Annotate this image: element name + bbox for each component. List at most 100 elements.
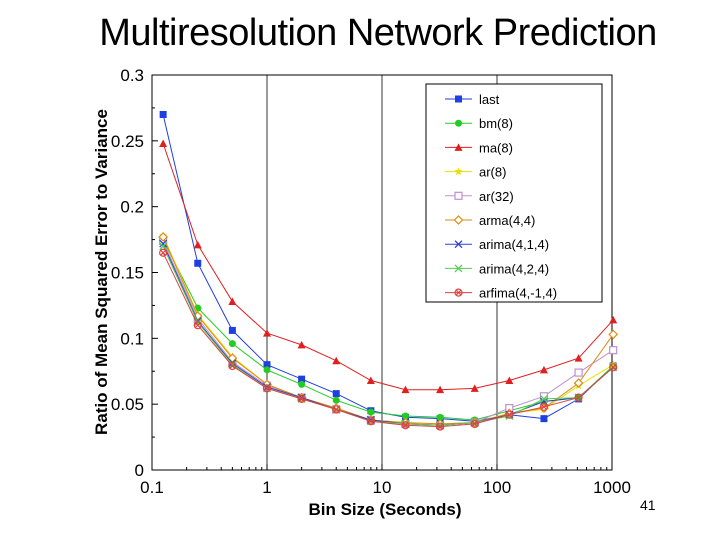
series-bm-8-point (436, 413, 444, 421)
series-ma-8-line (162, 143, 614, 391)
legend-arima-4-2-4-label: arima(4,2,4) (479, 261, 549, 276)
y-tick-label: 0.1 (120, 329, 144, 348)
x-tick-label: 100 (483, 478, 511, 497)
legend-bm-8-marker (455, 119, 462, 127)
series-ma-8-point (366, 376, 375, 384)
legend-ar-32-label: ar(32) (479, 189, 514, 204)
legend-bm-8: bm(8) (445, 116, 513, 131)
series-ma-8-point (609, 315, 618, 324)
legend-ar-32: ar(32) (445, 189, 514, 204)
legend-arma-4-4: arma(4,4) (445, 213, 535, 228)
legend-last-label: last (479, 92, 500, 107)
y-axis: 0 0.05 0.1 0.15 0.2 0.25 0.3 (111, 66, 158, 480)
series-ar-32-point (609, 346, 618, 355)
series-ma-8-point (401, 385, 410, 394)
series-arma-4-4-point (608, 329, 619, 340)
x-tick-label: 10 (373, 478, 392, 497)
legend-arima-4-1-4-marker (454, 240, 463, 249)
series-ma-8-point (159, 139, 168, 147)
legend-ma-8: ma(8) (445, 140, 513, 155)
series-last-point (332, 390, 340, 398)
legend-arima-4-1-4: arima(4,1,4) (445, 237, 549, 252)
legend-ma-8-label: ma(8) (479, 140, 513, 155)
series-arima-4-2-4-point (470, 418, 479, 427)
series-bm-8-point (228, 340, 236, 348)
series-arima-4-2-4-point (401, 419, 410, 428)
series-ma-8-point (193, 240, 202, 249)
y-axis-label: Ratio of Mean Squared Error to Variance (92, 109, 111, 435)
x-tick-label: 1 (262, 478, 271, 497)
series-ma-8-point (436, 385, 445, 394)
legend-arma-4-4-label: arma(4,4) (479, 213, 535, 228)
series-arfima-4-1-4-point (505, 410, 514, 419)
series-bm-8-point (367, 408, 375, 416)
legend-ma-8-marker (454, 143, 463, 151)
series-arfima-4-1-4-point (262, 384, 272, 393)
series-last-point (228, 326, 236, 334)
series-arfima-4-1-4 (159, 248, 618, 431)
legend-ar-8: ar(8) (445, 165, 506, 180)
legend-arfima-4-1-4-marker (454, 288, 463, 297)
series-arfima-4-1-4-line (162, 252, 614, 428)
legend-arima-4-1-4-label: arima(4,1,4) (479, 237, 549, 252)
series-arfima-4-1-4-point (435, 422, 445, 431)
series-arma-4-4-point (573, 378, 584, 388)
legend-ar-8-label: ar(8) (479, 165, 506, 180)
legend-arima-4-2-4-marker (454, 264, 463, 273)
y-tick-label: 0.3 (120, 66, 144, 85)
series-ma-8-point (228, 297, 237, 305)
series-arima-4-2-4-point (159, 242, 168, 251)
series-last-point (194, 259, 202, 267)
y-tick-label: 0.25 (111, 132, 144, 151)
series-ma-8-point (332, 356, 341, 365)
x-tick-label: 0.1 (140, 478, 164, 497)
series-bm-8-line (162, 239, 614, 421)
series-arfima-4-1-4-point (159, 248, 168, 257)
series-arfima-4-1-4-point (470, 419, 479, 429)
series-ma-8-point (470, 384, 479, 392)
series-arfima-4-1-4-point (366, 417, 375, 426)
chart-series (158, 111, 619, 431)
legend-ar-8-marker (454, 167, 463, 176)
y-tick-label: 0.05 (111, 395, 144, 414)
x-tick-label: 1000 (593, 478, 631, 497)
legend-arfima-4-1-4-label: arfima(4,-1,4) (479, 286, 557, 301)
series-arima-4-2-4-point (436, 421, 445, 430)
y-tick-label: 0 (135, 461, 144, 480)
series-arima-4-2-4-point (539, 394, 548, 403)
series-arfima-4-1-4-point (297, 394, 306, 403)
series-last-point (540, 415, 548, 423)
legend-arima-4-2-4: arima(4,2,4) (445, 261, 549, 276)
series-arima-4-1-4-point (159, 239, 168, 248)
series-arima-4-1-4-point (366, 416, 375, 424)
series-bm-8-point (263, 366, 271, 374)
series-arfima-4-1-4-point (193, 321, 202, 330)
series-arfima-4-1-4-point (574, 393, 583, 402)
y-tick-label: 0.15 (111, 264, 144, 283)
slide-title: Multiresolution Network Prediction (99, 12, 657, 54)
legend-arfima-4-1-4: arfima(4,-1,4) (445, 286, 557, 301)
series-arfima-4-1-4-point (401, 421, 410, 430)
series-arima-4-1-4-line (162, 243, 614, 426)
series-ma-8-point (539, 365, 548, 374)
chart-legend: last bm(8) ma(8) ar(8) ar(32) arma(4,4) arima(… (425, 83, 603, 303)
series-arfima-4-1-4-point (539, 402, 549, 411)
series-ma-8-point (574, 354, 583, 362)
series-ma-8-point (505, 376, 514, 384)
series-last-point (298, 375, 306, 383)
series-arma-4-4-line (162, 236, 614, 425)
series-arfima-4-1-4-point (332, 405, 341, 414)
x-axis-label: Bin Size (Seconds) (308, 500, 461, 519)
series-last-point (159, 111, 167, 118)
series-arfima-4-1-4-point (228, 361, 237, 371)
legend-bm-8-label: bm(8) (479, 116, 513, 131)
series-ma-8-point (263, 329, 271, 337)
y-tick-label: 0.2 (120, 198, 144, 217)
series-arma-4-4-point (158, 232, 168, 242)
series-bm-8-point (401, 412, 409, 420)
legend-ar-32-marker (454, 191, 463, 200)
series-bm-8-point (298, 380, 306, 388)
legend-arma-4-4-marker (453, 215, 464, 225)
series-last-point (263, 361, 271, 369)
